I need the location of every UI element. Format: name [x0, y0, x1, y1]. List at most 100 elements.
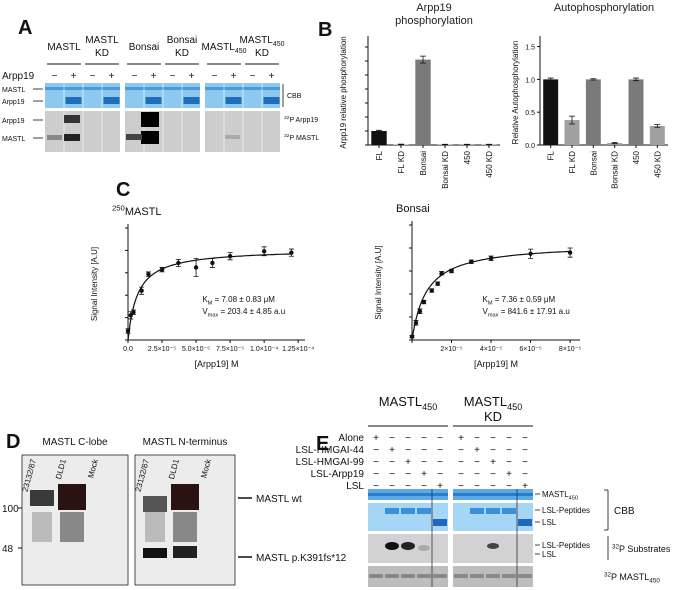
lane-sign: − [373, 469, 379, 480]
gel-band [385, 542, 399, 550]
error-bar [569, 115, 575, 125]
lane-sign: − [421, 445, 427, 456]
lane-sign: − [389, 457, 395, 468]
annotation: KM = 7.08 ± 0.83 μM [202, 295, 275, 306]
lane-sign: − [474, 457, 480, 468]
blot-band [173, 512, 197, 542]
error-bar [654, 124, 661, 128]
x-tick-label: 450 KD [485, 151, 494, 178]
y-tick-label: 1.0 [525, 77, 535, 84]
lane-sign: + [109, 71, 115, 82]
lane-header: Bonsai [129, 42, 160, 53]
label-part: K [202, 295, 208, 304]
bar [415, 59, 431, 145]
panel-label: B [318, 19, 332, 41]
blot-band [173, 546, 197, 558]
data-point [193, 265, 199, 270]
data-point [176, 260, 181, 266]
label-part: max [208, 312, 219, 318]
gel-band [487, 543, 499, 549]
label-part: V [202, 307, 208, 316]
data-point [429, 288, 434, 293]
lane-sign: − [389, 433, 395, 444]
row-label: LSL-HMGAI-44 [296, 445, 365, 456]
bracket-label: 32P Substrates [612, 543, 671, 554]
gel-band [454, 574, 468, 578]
panel-label: D [6, 431, 20, 453]
x-tick-label: 1.25×10⁻⁴ [282, 346, 314, 353]
gel-band [141, 131, 159, 144]
row-label: LSL [346, 481, 364, 492]
label-part: 450 [649, 578, 660, 585]
lane-sign: + [421, 469, 427, 480]
lane-sign: + [189, 71, 195, 82]
lane-sign: − [52, 71, 58, 82]
band-label: Arpp19 [2, 99, 25, 106]
label-part: 450 [273, 41, 285, 48]
chart-title: Autophosphorylation [553, 2, 655, 14]
gel-region [45, 83, 120, 108]
lane-sign: + [405, 457, 411, 468]
gel-region [205, 83, 280, 108]
data-point [449, 268, 454, 274]
annotation: KM = 7.36 ± 0.59 μM [483, 295, 556, 306]
bar [564, 120, 580, 145]
data-point [261, 249, 267, 254]
label-part: P MASTL [289, 135, 319, 142]
lane-sign: − [405, 469, 411, 480]
x-tick-label: 450 [632, 150, 641, 164]
x-tick-label: FL [547, 150, 556, 160]
data-point [528, 251, 533, 256]
lane-sign: − [506, 481, 512, 492]
lane-sign: − [506, 433, 512, 444]
y-axis-label: Signal Intensity [A.U] [374, 245, 383, 319]
x-axis-label: [Arpp19] M [194, 359, 238, 369]
band-label: MASTL [2, 87, 25, 94]
lane-sign: + [389, 445, 395, 456]
lane-sign: + [71, 71, 77, 82]
lane-sign: + [373, 433, 379, 444]
data-point [567, 250, 573, 255]
label-part: = 841.6 ± 17.91 a.u [498, 307, 569, 316]
lane-sign: − [490, 433, 496, 444]
lane-sign: − [170, 71, 176, 82]
data-point [139, 288, 144, 293]
blot-band [58, 484, 86, 510]
gel-band [385, 574, 399, 578]
gel-band [417, 574, 431, 578]
data-point [210, 260, 215, 266]
gel-band [183, 97, 200, 104]
lane-sign: − [389, 469, 395, 480]
gel-region [205, 111, 280, 152]
x-tick-label: 2.5×10⁻⁵ [148, 346, 176, 353]
gel-band [145, 97, 162, 104]
blot-band [60, 512, 84, 542]
lane-sign: − [373, 445, 379, 456]
x-tick-label: 1.0×10⁻⁴ [250, 346, 278, 353]
lane-sign: + [522, 481, 528, 492]
lane-sign: + [506, 469, 512, 480]
gel-band [225, 97, 242, 104]
gel-band [518, 519, 532, 526]
error-bar [464, 143, 470, 146]
lane-sign: − [437, 469, 443, 480]
lane-sign: − [506, 457, 512, 468]
error-bar [398, 143, 404, 146]
lane-sign: + [269, 71, 275, 82]
band-label: 32P Arpp19 [284, 115, 318, 124]
band-label: MASTL p.K391fs*12 [256, 553, 347, 564]
gel-band [103, 97, 120, 104]
label-part: 450 [569, 495, 578, 501]
band-label: LSL-Peptides [542, 506, 590, 515]
annotation: Vmax = 841.6 ± 17.91 a.u [483, 307, 570, 318]
data-point [159, 267, 165, 272]
label-part: M [208, 300, 213, 306]
label-part: MASTL [379, 394, 422, 409]
gel-band [401, 574, 415, 578]
row-label: Arpp19 [2, 71, 35, 82]
gel-band [263, 97, 280, 104]
gel-region [125, 111, 200, 152]
panel-label: A [18, 17, 32, 39]
group-header: KD [484, 409, 502, 424]
